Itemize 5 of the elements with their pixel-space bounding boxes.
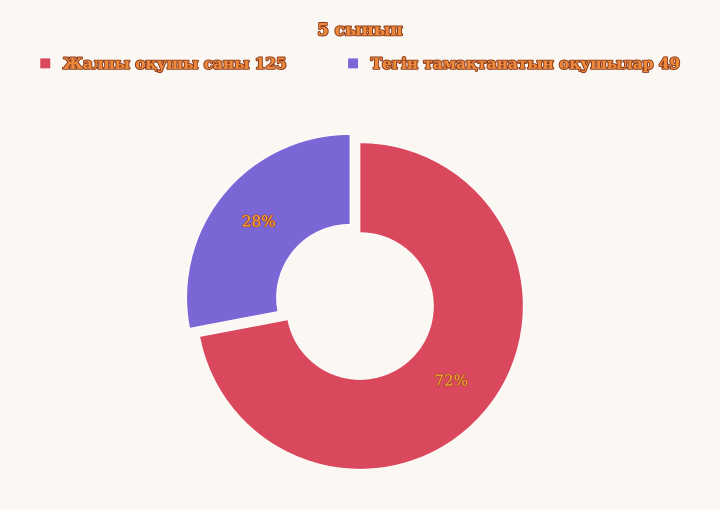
legend-label: Жалпы оқушы саны 125 [62,57,286,72]
data-label: 28% [242,215,275,227]
legend-label: Тегін тамақтанатын оқушылар 49 [370,57,680,72]
data-label: 72% [435,374,468,386]
chart-title: 5 сынып [318,23,402,36]
